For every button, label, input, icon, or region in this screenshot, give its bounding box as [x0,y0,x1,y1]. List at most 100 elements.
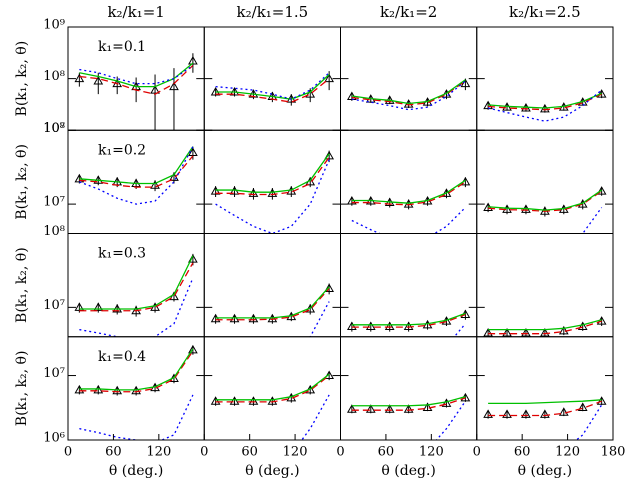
x-axis-label: θ (deg.) [518,463,572,479]
panel [74,344,198,440]
x-tick-label: 0 [473,445,481,460]
panel [74,146,198,205]
y-tick-label: 10⁸ [43,121,65,136]
data-point [248,396,259,405]
y-axis-label: B(k₁, k₂, θ) [14,144,30,220]
data-point [577,321,588,331]
model-line [351,179,466,204]
data-point [188,55,198,65]
row-label: k₁=0.3 [98,246,146,262]
model-line [79,146,194,205]
model-line [79,62,194,88]
data-point [365,404,376,413]
x-tick-label: 120 [555,445,580,460]
data-point [267,396,278,405]
panel-frame [476,233,614,338]
y-tick-label: 10⁶ [43,431,65,446]
panel-frame [476,336,614,441]
model-line [79,255,194,310]
model-line [215,156,330,196]
x-axis-label: θ (deg.) [245,463,299,479]
model-line [79,155,194,188]
column-title: k₂/k₁=1.5 [237,3,309,21]
data-point [502,327,512,337]
column-title: k₂/k₁=2 [380,3,437,21]
model-line [215,373,330,401]
x-axis-label: θ (deg.) [109,463,163,479]
model-line [351,396,466,407]
data-point [169,81,179,91]
data-point [346,404,357,413]
x-tick-label: 0 [200,445,208,460]
model-line [215,288,330,321]
model-line [488,190,603,212]
model-line [488,93,602,111]
model-line [488,399,602,405]
x-tick-label: 120 [419,445,444,460]
data-point [483,409,493,418]
model-line [488,189,603,211]
x-tick-label: 120 [146,445,171,460]
data-point [540,327,550,337]
panel-frame [340,336,478,441]
data-point [521,409,531,418]
x-tick-label: 60 [241,445,258,460]
model-line [435,400,466,440]
model-line [488,400,602,417]
y-axis-label: B(k₁, k₂, θ) [14,41,30,117]
y-tick-label: 10⁷ [43,298,65,313]
panel [74,253,198,337]
panel-frame [203,336,341,441]
data-point [596,396,607,405]
panel [483,316,607,337]
data-point [596,186,607,195]
x-axis-label: θ (deg.) [381,463,435,479]
column-title: k₂/k₁=1 [107,3,164,21]
data-point [305,89,316,98]
panel [483,89,607,122]
panel [346,78,471,111]
data-point [521,327,531,337]
x-tick-label: 60 [514,445,531,460]
data-point [441,188,452,197]
model-line [215,78,330,103]
model-line [79,64,194,95]
x-tick-label: 180 [601,445,626,460]
panel [483,396,607,440]
data-point [577,402,588,411]
row-label: k₁=0.4 [98,349,146,365]
model-line [351,181,466,206]
data-point [558,325,569,335]
model-line [351,313,466,328]
data-point [384,321,395,331]
data-point [422,402,433,411]
model-line [351,312,466,326]
y-tick-label: 10⁹ [43,18,65,33]
data-point [150,85,160,94]
panel [74,53,198,131]
data-point [324,283,335,293]
panel [483,186,607,234]
data-point [93,302,104,311]
panel [346,309,471,337]
panel [210,150,335,234]
model-line [79,350,194,393]
model-line [79,348,194,391]
model-line [79,277,194,337]
x-tick-label: 120 [283,445,308,460]
data-point [540,409,550,418]
model-line [79,146,194,185]
panel [346,392,471,440]
data-point [384,404,395,413]
x-tick-label: 0 [64,445,72,460]
panel-frame [340,233,478,338]
panel [210,283,335,337]
data-point [93,75,104,85]
model-line [215,153,330,193]
x-tick-label: 60 [378,445,395,460]
y-axis-label: B(k₁, k₂, θ) [14,351,30,427]
data-point [403,321,414,331]
model-line [351,397,466,411]
data-point [324,150,335,160]
model-line [351,79,466,105]
